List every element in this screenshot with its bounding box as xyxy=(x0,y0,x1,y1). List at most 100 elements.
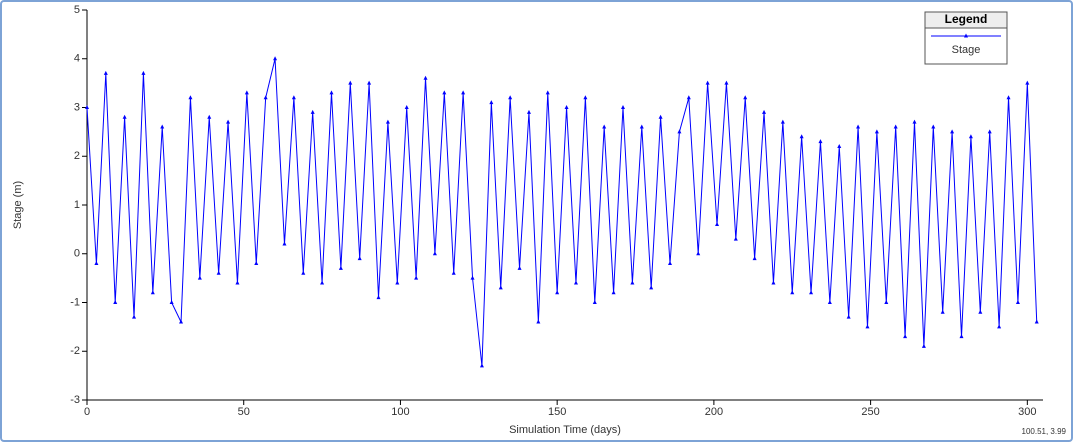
point-marker xyxy=(912,119,917,124)
point-marker xyxy=(592,300,597,304)
point-marker xyxy=(583,95,588,100)
point-marker xyxy=(197,275,202,280)
point-marker xyxy=(1015,300,1020,304)
point-marker xyxy=(931,124,936,129)
point-marker xyxy=(573,280,578,285)
point-marker xyxy=(762,109,767,114)
point-marker xyxy=(846,314,851,319)
point-marker xyxy=(771,280,776,285)
y-tick-label: 5 xyxy=(74,4,80,16)
point-marker xyxy=(921,343,926,348)
point-marker xyxy=(160,124,165,129)
point-marker xyxy=(357,256,362,261)
point-marker xyxy=(884,300,889,304)
point-marker xyxy=(338,265,343,270)
point-marker xyxy=(461,90,466,95)
point-marker xyxy=(724,80,729,85)
point-marker xyxy=(940,309,945,314)
point-marker xyxy=(526,109,531,114)
point-marker xyxy=(874,129,879,134)
point-marker xyxy=(733,236,738,241)
point-marker xyxy=(254,261,259,265)
point-marker xyxy=(856,124,861,129)
point-marker xyxy=(611,290,616,295)
point-marker xyxy=(395,280,400,285)
point-marker xyxy=(263,95,268,100)
y-tick-label: 2 xyxy=(74,150,80,162)
point-marker xyxy=(978,309,983,314)
y-tick-label: -3 xyxy=(70,394,80,406)
point-marker xyxy=(818,139,823,144)
point-marker xyxy=(348,80,353,85)
y-tick-label: -1 xyxy=(70,296,80,308)
point-marker xyxy=(696,251,701,256)
point-marker xyxy=(207,114,212,119)
point-marker xyxy=(1025,80,1030,85)
x-tick-label: 0 xyxy=(84,406,90,418)
point-marker xyxy=(132,314,137,319)
point-marker xyxy=(451,270,456,275)
point-marker xyxy=(752,256,757,261)
point-marker xyxy=(950,129,955,134)
point-marker xyxy=(169,300,174,304)
point-marker xyxy=(329,90,334,95)
point-marker xyxy=(291,95,296,100)
point-marker xyxy=(536,319,541,324)
legend-label: Stage xyxy=(952,44,981,56)
point-marker xyxy=(517,265,522,270)
point-marker xyxy=(150,290,155,295)
point-marker xyxy=(188,95,193,100)
legend-header xyxy=(924,11,1008,29)
y-tick-label: -2 xyxy=(70,345,80,357)
point-marker xyxy=(987,129,992,134)
y-tick-label: 1 xyxy=(74,199,80,211)
point-marker xyxy=(743,95,748,100)
point-marker xyxy=(799,134,804,139)
y-axis-label: Stage (m) xyxy=(12,181,24,229)
point-marker xyxy=(508,95,513,100)
point-marker xyxy=(997,324,1002,329)
point-marker xyxy=(94,261,99,265)
point-marker xyxy=(686,95,691,100)
x-tick-label: 150 xyxy=(548,406,566,418)
point-marker xyxy=(837,144,842,148)
legend-marker xyxy=(964,33,968,38)
legend-title: Legend xyxy=(945,12,988,26)
point-marker xyxy=(385,119,390,124)
point-marker xyxy=(1006,95,1011,100)
y-tick-label: 3 xyxy=(74,101,80,113)
x-axis-label: Simulation Time (days) xyxy=(509,424,621,436)
point-marker xyxy=(620,105,625,109)
point-marker xyxy=(668,261,673,265)
point-marker xyxy=(790,290,795,295)
point-marker xyxy=(442,90,447,95)
point-marker xyxy=(479,363,484,368)
series-line xyxy=(86,58,1038,366)
point-marker xyxy=(893,124,898,129)
point-marker xyxy=(903,334,908,339)
point-marker xyxy=(602,124,607,129)
point-marker xyxy=(423,75,428,80)
point-marker xyxy=(470,275,475,280)
x-tick-label: 50 xyxy=(238,406,250,418)
x-tick-label: 100 xyxy=(391,406,409,418)
point-marker xyxy=(827,300,832,304)
point-marker xyxy=(545,90,550,95)
point-marker xyxy=(103,70,108,75)
point-marker xyxy=(489,100,494,105)
point-marker xyxy=(235,280,240,285)
point-marker xyxy=(555,290,560,295)
point-marker xyxy=(649,285,654,290)
point-marker xyxy=(414,275,419,280)
point-marker xyxy=(122,114,127,119)
point-marker xyxy=(376,295,381,300)
point-marker xyxy=(367,80,372,85)
point-marker xyxy=(301,270,306,275)
point-marker xyxy=(404,105,409,109)
point-marker xyxy=(658,114,663,119)
point-marker xyxy=(320,280,325,285)
point-marker xyxy=(809,290,814,295)
point-marker xyxy=(282,241,287,246)
